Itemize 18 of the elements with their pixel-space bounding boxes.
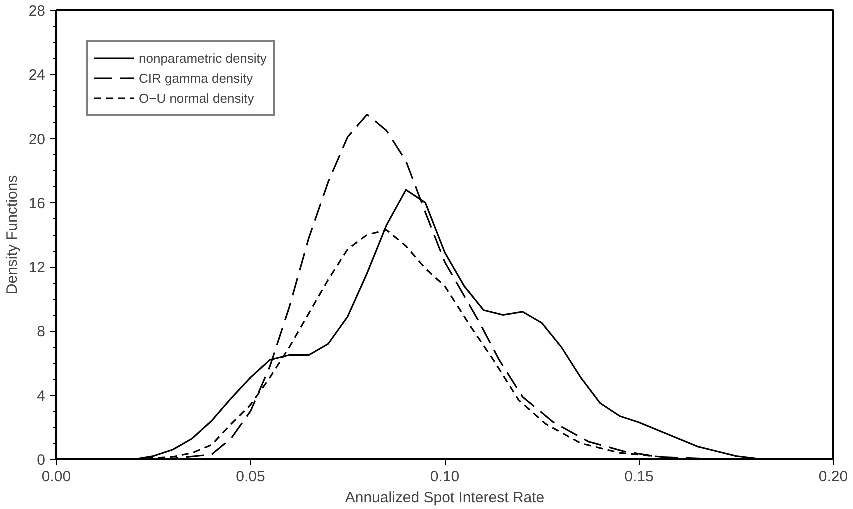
y-tick-label: 8: [37, 324, 46, 341]
x-axis-title: Annualized Spot Interest Rate: [345, 490, 545, 506]
x-tick-label: 0.10: [430, 468, 460, 486]
y-tick-label: 4: [37, 388, 46, 405]
x-tick-label: 0.00: [42, 468, 72, 486]
y-tick-label: 20: [28, 131, 46, 148]
legend-label: CIR gamma density: [139, 70, 254, 86]
x-tick-label: 0.05: [236, 468, 266, 486]
y-tick-label: 16: [28, 195, 46, 212]
legend-label: O−U normal density: [139, 90, 254, 106]
x-tick-label: 0.15: [624, 468, 654, 486]
y-tick-label: 28: [28, 3, 46, 20]
y-axis-title: Density Functions: [4, 175, 21, 295]
y-tick-label: 0: [37, 452, 46, 469]
y-tick-label: 12: [28, 260, 46, 277]
y-tick-label: 24: [28, 67, 46, 84]
x-tick-label: 0.20: [818, 468, 848, 486]
legend-label: nonparametric density: [139, 50, 267, 66]
